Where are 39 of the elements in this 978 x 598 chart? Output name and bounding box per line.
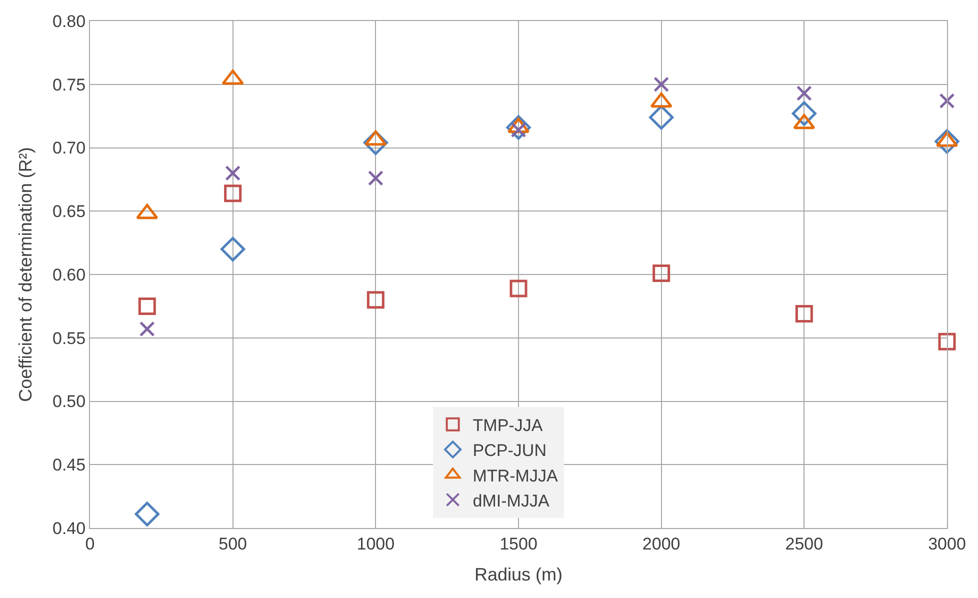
point: [938, 332, 956, 350]
y-tick-label: 0.60: [52, 265, 86, 284]
x-tick-label: 2500: [785, 534, 824, 554]
y-tick-label: 0.70: [52, 138, 86, 158]
y-tick-label: 0.40: [52, 518, 86, 538]
x-tick-label: 2000: [642, 534, 680, 554]
y-tick-label: 0.50: [52, 392, 86, 412]
point: [654, 76, 670, 92]
legend-label: PCP-JUN: [472, 441, 546, 460]
point: [795, 305, 813, 323]
point: [652, 264, 670, 282]
point: [224, 184, 242, 202]
point: [138, 297, 156, 315]
point: [649, 105, 674, 130]
point: [220, 236, 246, 262]
y-tick-label: 0.45: [52, 456, 86, 475]
x-tick-label: 1500: [500, 534, 538, 554]
x-tick-label: 0: [85, 534, 95, 554]
x-tick-label: 1000: [356, 534, 395, 554]
point: [366, 291, 384, 309]
point: [796, 86, 812, 101]
y-tick-label: 0.65: [52, 202, 86, 222]
y-tick-label: 0.80: [52, 12, 86, 31]
y-tick-label: 0.75: [52, 75, 86, 94]
point: [792, 101, 816, 126]
point: [134, 502, 160, 526]
point: [368, 170, 384, 186]
x-axis-title: Radius (m): [474, 564, 563, 584]
y-tick-label: 0.55: [52, 328, 86, 348]
y-axis-title: Coefficient of determination (R²): [16, 147, 36, 402]
point: [225, 165, 241, 181]
point: [939, 93, 955, 109]
x-tick-label: 3000: [928, 534, 966, 554]
point: [510, 280, 528, 298]
point: [139, 321, 155, 337]
legend-label: TMP-JJA: [472, 416, 544, 436]
legend-label: dMI-MJJA: [472, 491, 550, 510]
x-tick-label: 500: [218, 534, 248, 554]
legend-label: MTR-MJJA: [472, 466, 558, 486]
